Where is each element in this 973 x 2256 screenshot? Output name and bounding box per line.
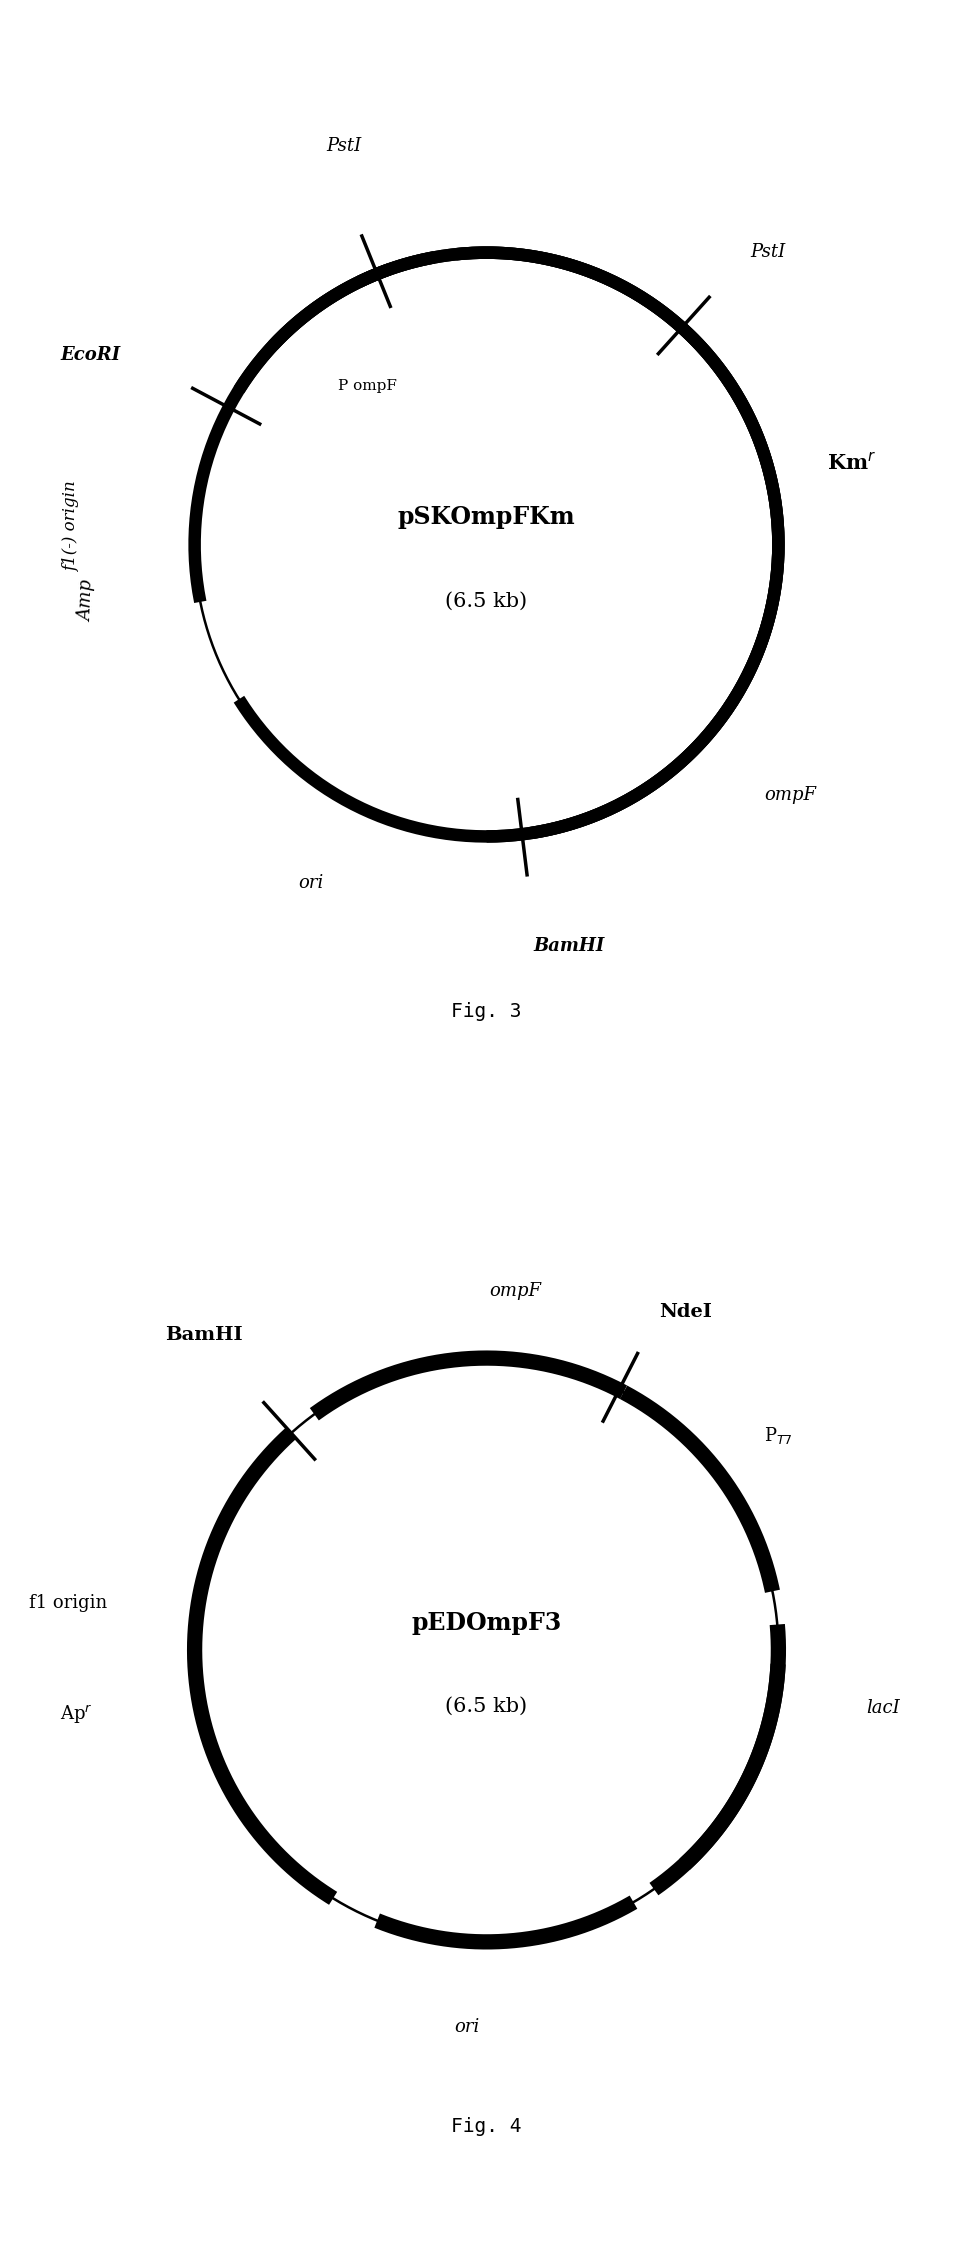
Text: BamHI: BamHI — [533, 936, 604, 954]
Text: Km$^r$: Km$^r$ — [827, 451, 877, 474]
Text: ori: ori — [299, 875, 324, 893]
Text: ompF: ompF — [489, 1281, 542, 1299]
Text: P$_{T7}$: P$_{T7}$ — [764, 1426, 793, 1446]
Text: ompF: ompF — [764, 785, 816, 803]
Text: (6.5 kb): (6.5 kb) — [446, 1697, 527, 1717]
Text: pEDOmpF3: pEDOmpF3 — [412, 1611, 561, 1636]
Text: Fig. 4: Fig. 4 — [451, 2116, 522, 2136]
Text: f1 origin: f1 origin — [29, 1595, 107, 1613]
Text: Amp: Amp — [78, 580, 97, 623]
Text: (6.5 kb): (6.5 kb) — [446, 591, 527, 611]
Text: EcoRI: EcoRI — [60, 347, 121, 365]
Text: f1(-) origin: f1(-) origin — [63, 481, 81, 573]
Text: NdeI: NdeI — [659, 1304, 711, 1320]
Text: BamHI: BamHI — [164, 1327, 242, 1345]
Text: pSKOmpFKm: pSKOmpFKm — [398, 505, 575, 530]
Text: PstI: PstI — [750, 244, 785, 262]
Text: P ompF: P ompF — [338, 379, 396, 393]
Text: PstI: PstI — [327, 138, 362, 156]
Text: Ap$^r$: Ap$^r$ — [59, 1703, 92, 1726]
Text: ori: ori — [454, 2017, 480, 2035]
Text: Fig. 3: Fig. 3 — [451, 1002, 522, 1022]
Text: lacI: lacI — [866, 1699, 900, 1717]
